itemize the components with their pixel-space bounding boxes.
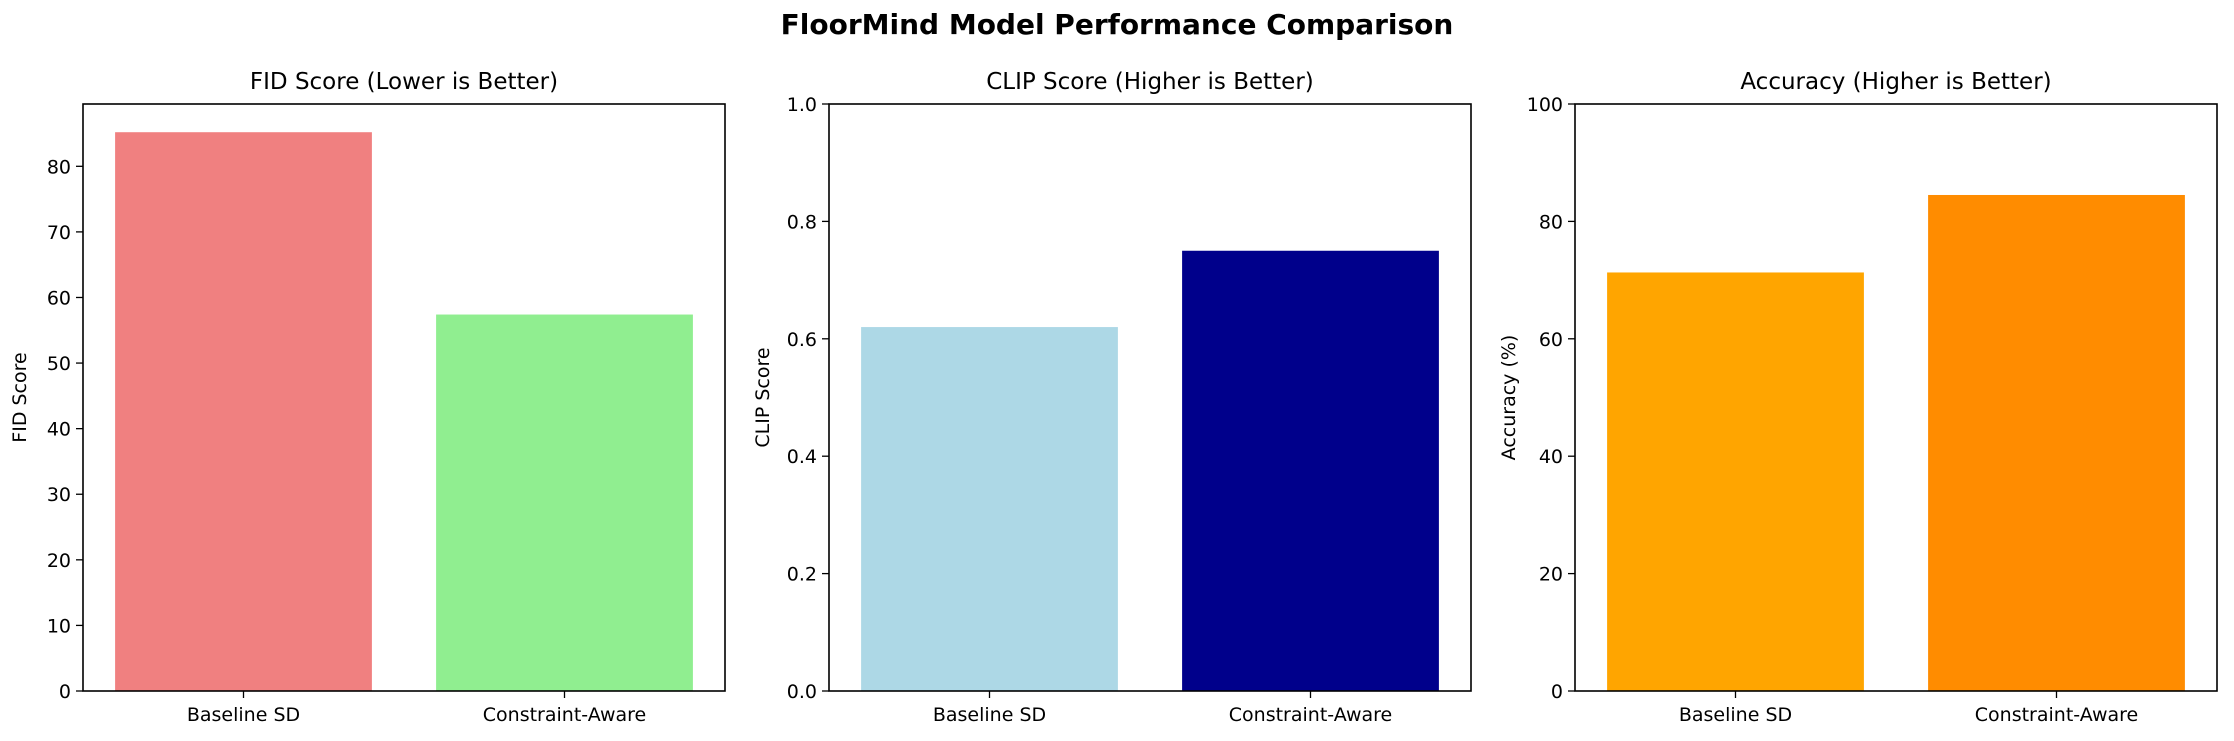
chart-2-xtick-label-1: Baseline SD: [933, 704, 1046, 726]
chart-2-title: CLIP Score (Higher is Better): [986, 69, 1314, 95]
chart-3-bar-1: [1607, 272, 1864, 691]
chart-1-frame: [82, 103, 726, 692]
chart-1-ytick-label-2: 10: [47, 615, 71, 637]
chart-1-ytick-label-3: 20: [47, 550, 71, 572]
chart-1-ytick-label-7: 60: [47, 287, 71, 309]
chart-2-bar-2: [1182, 250, 1439, 691]
chart-1-xtick-label-1: Baseline SD: [187, 704, 300, 726]
chart-2-ylabel: CLIP Score: [752, 347, 774, 447]
figure-title: FloorMind Model Performance Comparison: [780, 8, 1454, 41]
chart-1-ytick-label-8: 70: [47, 222, 71, 244]
chart-1-ytick-label-5: 40: [47, 419, 71, 441]
chart-2-ytick-label-2: 0.2: [787, 564, 817, 586]
chart-3-ytick-label-1: 0: [1551, 681, 1563, 703]
chart-1-ytick-label-6: 50: [47, 353, 71, 375]
chart-3-xtick-label-2: Constraint-Aware: [1975, 704, 2138, 726]
chart-2-xtick-label-2: Constraint-Aware: [1229, 704, 1392, 726]
chart-3-ylabel: Accuracy (%): [1498, 335, 1520, 461]
chart-2-ytick-label-6: 1.0: [787, 94, 817, 116]
chart-3-frame: [1574, 103, 2218, 692]
chart-3-ytick-label-6: 100: [1527, 94, 1563, 116]
chart-1-ylabel: FID Score: [9, 352, 31, 442]
chart-3-ytick-label-5: 80: [1539, 211, 1563, 233]
chart-3-bar-2: [1928, 194, 2185, 692]
chart-2-bar-1: [861, 327, 1118, 691]
chart-3-ytick-label-4: 60: [1539, 329, 1563, 351]
chart-1-xtick-label-2: Constraint-Aware: [483, 704, 646, 726]
chart-2-ytick-label-3: 0.4: [787, 446, 817, 468]
chart-1-title: FID Score (Lower is Better): [250, 69, 558, 95]
chart-2-ytick-label-4: 0.6: [787, 329, 817, 351]
chart-1-ytick-label-4: 30: [47, 484, 71, 506]
chart-1-ytick-label-1: 0: [59, 681, 71, 703]
chart-2-frame: [828, 103, 1472, 692]
chart-2-ytick-label-1: 0.0: [787, 681, 817, 703]
chart-2-ytick-label-5: 0.8: [787, 211, 817, 233]
chart-1-bar-1: [115, 132, 372, 691]
chart-1-ytick-label-9: 80: [47, 156, 71, 178]
chart-3-ytick-label-3: 40: [1539, 446, 1563, 468]
chart-1-bar-2: [436, 314, 693, 691]
chart-3-xtick-label-1: Baseline SD: [1679, 704, 1792, 726]
chart-3-ytick-label-2: 20: [1539, 564, 1563, 586]
chart-3-title: Accuracy (Higher is Better): [1740, 69, 2051, 95]
